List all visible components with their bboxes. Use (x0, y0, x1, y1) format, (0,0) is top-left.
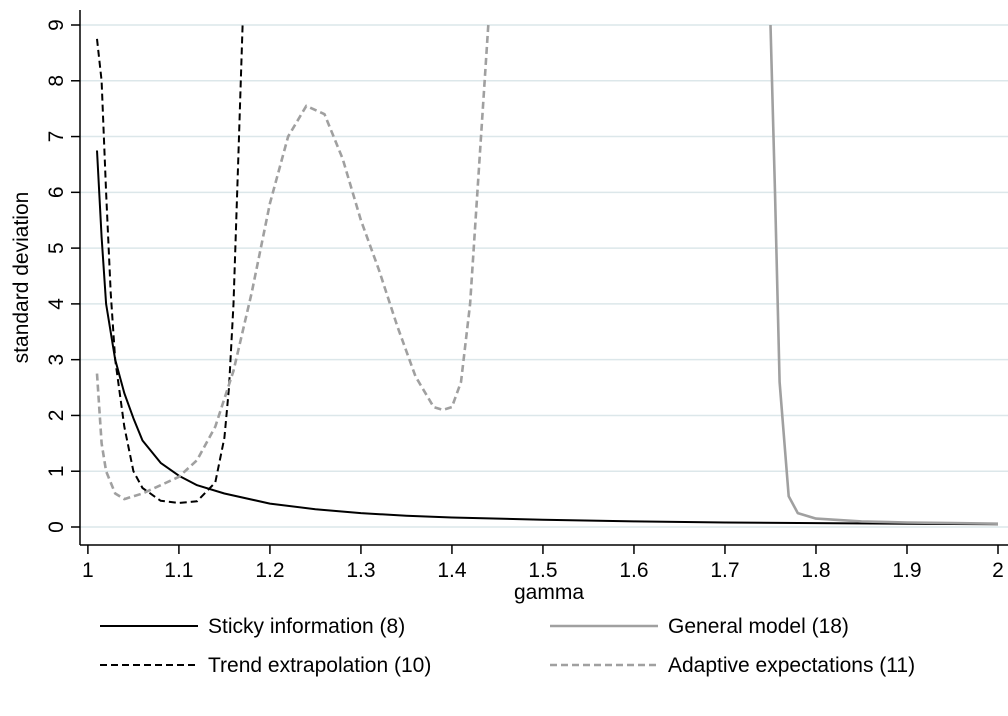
x-tick-label: 1.2 (255, 559, 284, 582)
x-tick-label: 1.6 (619, 559, 648, 582)
x-tick-label: 1.7 (710, 559, 739, 582)
legend-label: General model (18) (668, 615, 849, 638)
y-tick-label: 3 (45, 354, 68, 366)
x-tick-label: 1.9 (892, 559, 921, 582)
x-tick-label: 1.3 (346, 559, 375, 582)
series-line-4 (95, 24, 490, 501)
y-tick-label: 0 (45, 521, 68, 533)
y-tick-label: 9 (45, 19, 68, 31)
series-line-1 (96, 150, 999, 526)
y-tick-label: 7 (45, 131, 68, 143)
x-tick-label: 1.5 (528, 559, 557, 582)
y-tick-label: 6 (45, 186, 68, 198)
axes: 0 1 2 3 4 5 6 7 8 9 1 1.1 1.2 1.3 1.4 1.5 1.6 1.7 1.8 1.9 2 (45, 10, 1008, 582)
plot-area (80, 10, 998, 545)
y-tick-label: 8 (45, 75, 68, 87)
legend-label: Sticky information (8) (208, 615, 405, 638)
x-tick-label: 1.8 (801, 559, 830, 582)
y-axis-title: standard deviation (10, 192, 33, 364)
y-tick-label: 2 (45, 410, 68, 422)
x-tick-label: 1.1 (164, 559, 193, 582)
series-line-2 (96, 24, 244, 504)
legend-label: Adaptive expectations (11) (668, 654, 915, 677)
series-line-3 (769, 24, 999, 525)
legend-label: Trend extrapolation (10) (208, 654, 431, 677)
x-tick-label: 2 (992, 559, 1004, 582)
y-tick-label: 4 (45, 298, 68, 310)
y-tick-label: 5 (45, 242, 68, 254)
series-lines (95, 24, 999, 526)
y-tick-label: 1 (45, 465, 68, 477)
x-tick-label: 1.4 (437, 559, 467, 582)
x-tick-label: 1 (82, 559, 94, 582)
legend: Sticky information (8) Trend extrapolatio… (100, 615, 915, 677)
grid-lines (80, 24, 1008, 528)
x-axis-title: gamma (514, 581, 584, 604)
